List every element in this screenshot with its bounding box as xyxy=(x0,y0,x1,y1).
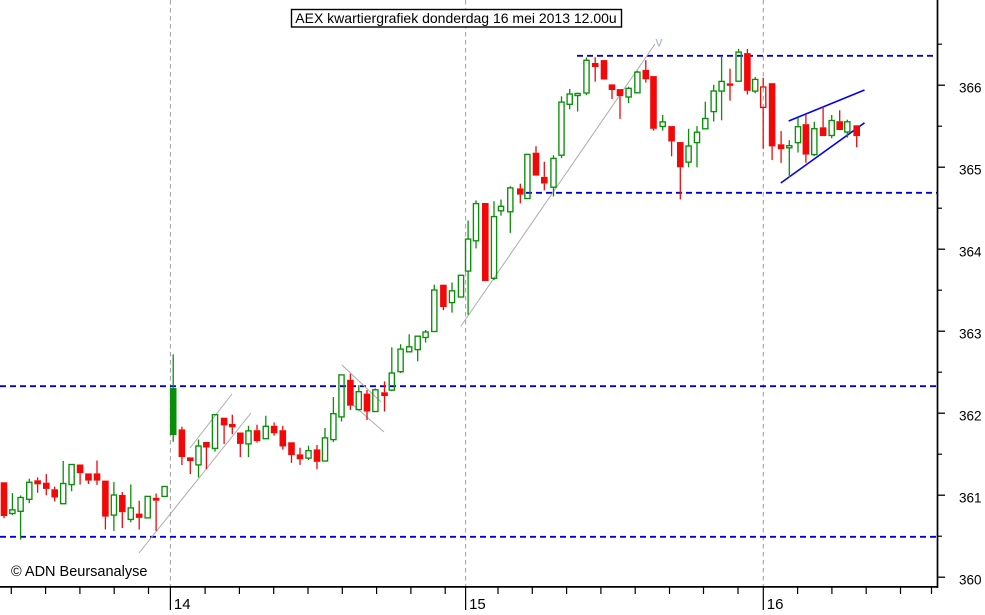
svg-text:15: 15 xyxy=(469,596,486,610)
svg-text:365: 365 xyxy=(959,163,982,178)
svg-text:361: 361 xyxy=(959,491,982,506)
svg-text:v: v xyxy=(656,34,663,50)
svg-text:© ADN Beursanalyse: © ADN Beursanalyse xyxy=(11,564,147,580)
svg-text:14: 14 xyxy=(174,596,191,610)
svg-text:364: 364 xyxy=(959,245,982,260)
svg-text:362: 362 xyxy=(959,409,982,424)
svg-text:AEX kwartiergrafiek donderdag: AEX kwartiergrafiek donderdag 16 mei 201… xyxy=(295,10,616,26)
svg-text:363: 363 xyxy=(959,327,982,342)
svg-text:16: 16 xyxy=(767,596,784,610)
svg-text:366: 366 xyxy=(959,81,982,96)
svg-text:360: 360 xyxy=(959,573,982,588)
